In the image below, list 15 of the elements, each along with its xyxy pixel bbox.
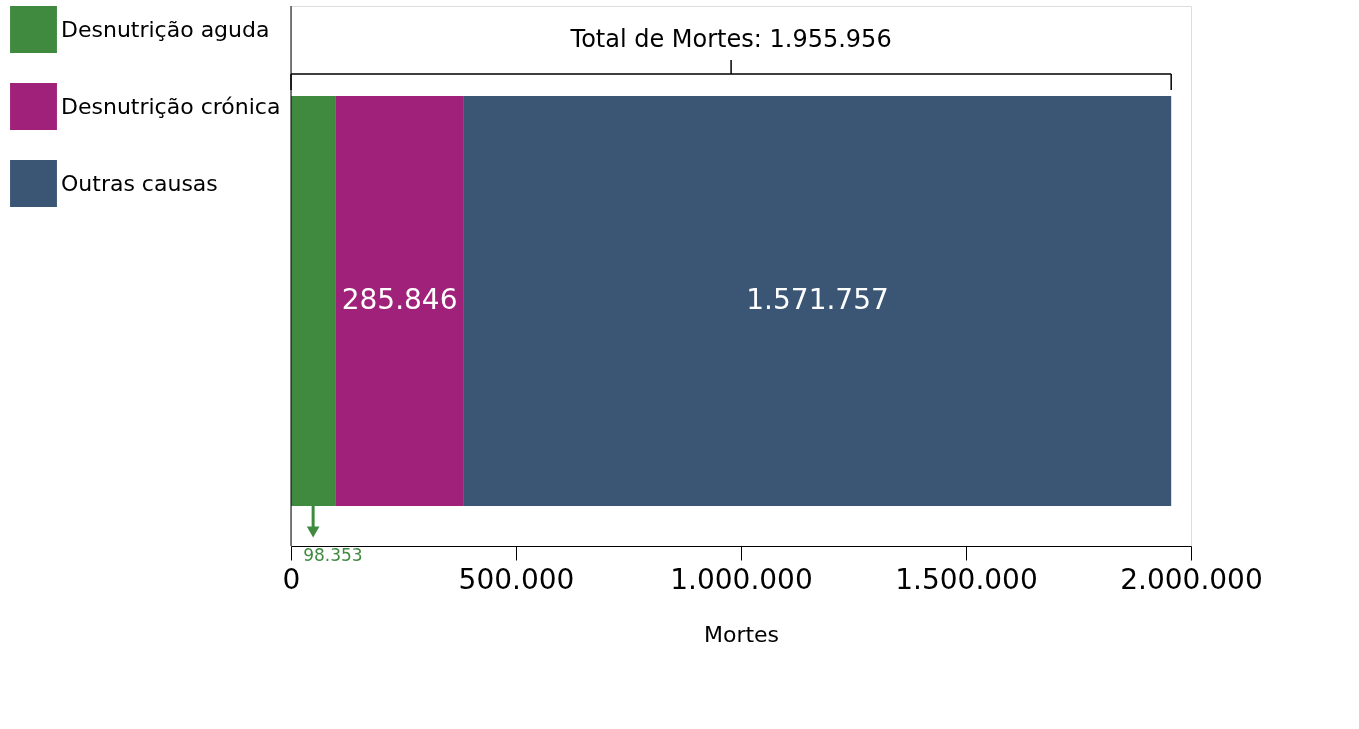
x-tick-label: 500.000 [458,562,575,596]
x-tick-label: 1.500.000 [895,562,1038,596]
x-tick-label: 2.000.000 [1120,562,1263,596]
legend-label: Outras causas [61,170,218,196]
legend-label: Desnutrição aguda [61,16,270,42]
x-tick-label: 0 [282,562,301,596]
bar [463,96,1172,506]
bar [335,96,464,506]
data-label: 1.571.757 [746,283,889,316]
x-axis-title: Mortes [703,621,780,647]
total-label: Total de Mortes: 1.955.956 [569,25,892,53]
data-label: 98.353 [303,545,363,565]
data-label: 285.846 [341,283,458,316]
x-tick-label: 1.000.000 [670,562,813,596]
legend-label: Desnutrição crónica [61,93,281,119]
